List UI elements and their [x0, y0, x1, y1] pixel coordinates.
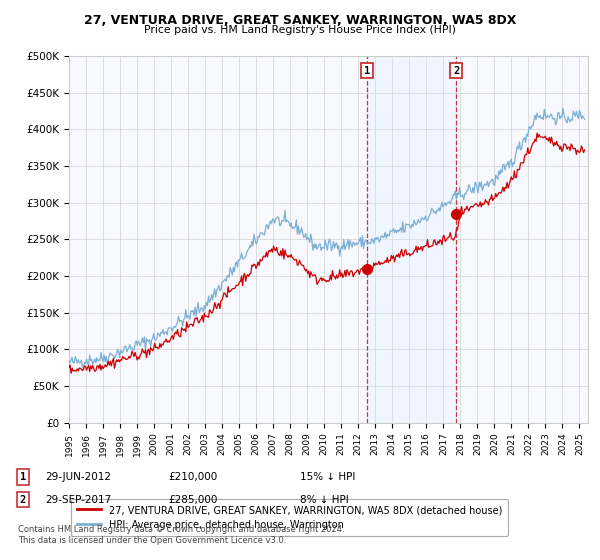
- Text: Contains HM Land Registry data © Crown copyright and database right 2024.
This d: Contains HM Land Registry data © Crown c…: [18, 525, 344, 545]
- Text: 1: 1: [364, 66, 370, 76]
- Text: 27, VENTURA DRIVE, GREAT SANKEY, WARRINGTON, WA5 8DX: 27, VENTURA DRIVE, GREAT SANKEY, WARRING…: [84, 14, 516, 27]
- Text: 15% ↓ HPI: 15% ↓ HPI: [300, 472, 355, 482]
- Bar: [367, 56, 456, 423]
- Text: 29-JUN-2012: 29-JUN-2012: [45, 472, 111, 482]
- Text: 2: 2: [20, 494, 26, 505]
- Text: 2: 2: [453, 66, 459, 76]
- Text: Price paid vs. HM Land Registry's House Price Index (HPI): Price paid vs. HM Land Registry's House …: [144, 25, 456, 35]
- Text: 8% ↓ HPI: 8% ↓ HPI: [300, 494, 349, 505]
- Text: £285,000: £285,000: [168, 494, 217, 505]
- Text: 29-SEP-2017: 29-SEP-2017: [45, 494, 111, 505]
- Text: 1: 1: [20, 472, 26, 482]
- Legend: 27, VENTURA DRIVE, GREAT SANKEY, WARRINGTON, WA5 8DX (detached house), HPI: Aver: 27, VENTURA DRIVE, GREAT SANKEY, WARRING…: [71, 499, 508, 536]
- Text: £210,000: £210,000: [168, 472, 217, 482]
